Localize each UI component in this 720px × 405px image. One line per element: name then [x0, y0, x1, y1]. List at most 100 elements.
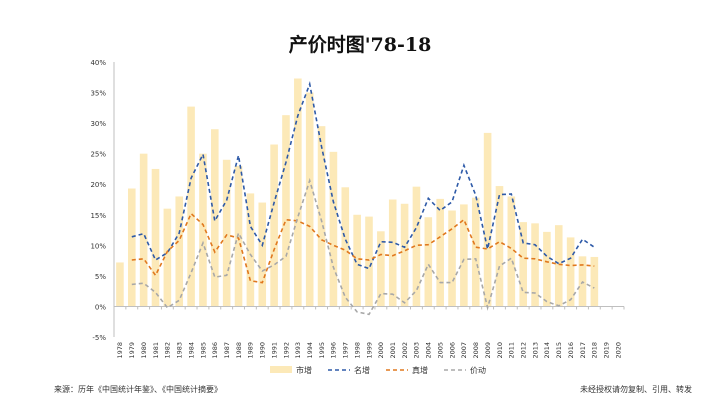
x-tick-label: 2004 — [425, 342, 433, 359]
source-note: 来源：历年《中国统计年鉴》、《中国统计摘要》 — [54, 385, 222, 394]
x-tick-label: 2018 — [591, 342, 599, 359]
bar-2015 — [554, 225, 563, 307]
x-tick-label: 2000 — [377, 342, 385, 359]
x-tick-label: 2010 — [496, 342, 504, 359]
x-tick-label: 1992 — [282, 342, 290, 359]
legend-label-名增: 名增 — [354, 365, 370, 375]
bar-2009 — [483, 132, 492, 307]
legend-label-真增: 真增 — [412, 365, 428, 375]
x-tick-label: 1997 — [342, 342, 350, 359]
bar-1999 — [365, 216, 373, 307]
legend-label-市增: 市增 — [296, 365, 312, 375]
copyright-note: 未经授权请勿复制、引用、转发 — [580, 385, 692, 394]
bar-2008 — [471, 197, 480, 307]
bar-1993 — [294, 78, 302, 307]
x-tick-label: 1995 — [318, 342, 326, 359]
x-tick-label: 2007 — [460, 342, 468, 359]
bar-2005 — [436, 198, 444, 307]
y-tick-label: -5% — [92, 334, 106, 342]
bar-2010 — [495, 186, 504, 307]
x-tick-label: 1999 — [365, 342, 373, 359]
x-tick-label: 1978 — [116, 342, 124, 359]
y-tick-label: 40% — [90, 59, 106, 67]
x-tick-label: 1985 — [199, 342, 207, 359]
x-tick-label: 2017 — [579, 342, 587, 359]
bar-1983 — [175, 196, 184, 307]
x-tick-label: 1991 — [270, 342, 278, 359]
bar-1992 — [282, 115, 290, 307]
y-tick-label: 20% — [90, 181, 106, 189]
bar-1996 — [329, 151, 338, 307]
x-tick-label: 2014 — [543, 342, 551, 359]
y-tick-label: 30% — [90, 120, 106, 128]
x-tick-label: 2019 — [603, 342, 611, 359]
x-tick-label: 1981 — [152, 342, 160, 359]
x-tick-label: 1998 — [353, 342, 361, 359]
x-tick-label: 1979 — [128, 342, 136, 359]
x-tick-label: 1983 — [176, 342, 184, 359]
bar-1989 — [246, 193, 255, 307]
x-tick-label: 2013 — [531, 342, 539, 359]
x-tick-label: 2016 — [567, 342, 575, 359]
bar-1979 — [127, 188, 136, 307]
bar-1982 — [163, 208, 172, 307]
x-tick-label: 1987 — [223, 342, 231, 359]
bar-2004 — [424, 217, 433, 307]
bar-1995 — [317, 126, 326, 307]
bar-2007 — [460, 204, 468, 307]
bar-1998 — [353, 214, 361, 307]
bar-2002 — [400, 203, 409, 307]
bar-2011 — [507, 196, 516, 307]
bar-1994 — [305, 92, 314, 307]
y-tick-label: 0% — [95, 303, 106, 311]
x-tick-label: 2003 — [413, 342, 421, 359]
bar-2016 — [566, 237, 575, 307]
chart-title: 产价时图'78-18 — [288, 34, 432, 56]
x-tick-label: 1996 — [330, 342, 338, 359]
x-tick-label: 1990 — [259, 342, 267, 359]
line-series-价动 — [131, 177, 595, 316]
x-tick-label: 1994 — [306, 342, 314, 359]
bar-1990 — [258, 202, 267, 307]
bar-1988 — [234, 165, 243, 307]
bar-2006 — [448, 210, 456, 307]
bar-1987 — [222, 159, 231, 307]
bar-2001 — [388, 199, 397, 307]
x-tick-label: 2020 — [614, 342, 622, 359]
x-tick-label: 1993 — [294, 342, 302, 359]
x-tick-label: 2008 — [472, 342, 480, 359]
bar-1991 — [270, 144, 278, 307]
bar-1980 — [139, 153, 148, 307]
x-tick-label: 2001 — [389, 342, 397, 359]
x-tick-label: 2005 — [436, 342, 444, 359]
line-series-真增 — [131, 212, 595, 284]
y-tick-label: 35% — [90, 90, 106, 98]
x-tick-label: 1984 — [187, 342, 195, 359]
bar-1985 — [199, 153, 207, 307]
bar-2012 — [519, 222, 527, 307]
bar-1978 — [116, 262, 124, 307]
x-tick-label: 1982 — [164, 342, 172, 359]
y-tick-label: 5% — [95, 273, 106, 281]
legend-label-价动: 价动 — [470, 365, 486, 375]
bar-1997 — [341, 187, 350, 307]
x-tick-label: 2015 — [555, 342, 563, 359]
x-tick-label: 1986 — [211, 342, 219, 359]
x-tick-label: 2012 — [519, 342, 527, 359]
bar-2014 — [543, 231, 551, 307]
y-tick-label: 10% — [90, 242, 106, 250]
x-tick-label: 1988 — [235, 342, 243, 359]
x-tick-label: 1989 — [247, 342, 255, 359]
legend-swatch-市增 — [270, 366, 292, 373]
bar-2000 — [377, 231, 385, 307]
bar-2013 — [531, 223, 539, 307]
x-tick-label: 2006 — [448, 342, 456, 359]
x-tick-label: 2011 — [508, 342, 516, 359]
y-tick-label: 25% — [90, 151, 106, 159]
x-tick-label: 2002 — [401, 342, 409, 359]
bar-2018 — [590, 256, 599, 307]
x-tick-label: 2009 — [484, 342, 492, 359]
bar-2003 — [412, 186, 421, 307]
bar-1984 — [187, 106, 195, 307]
